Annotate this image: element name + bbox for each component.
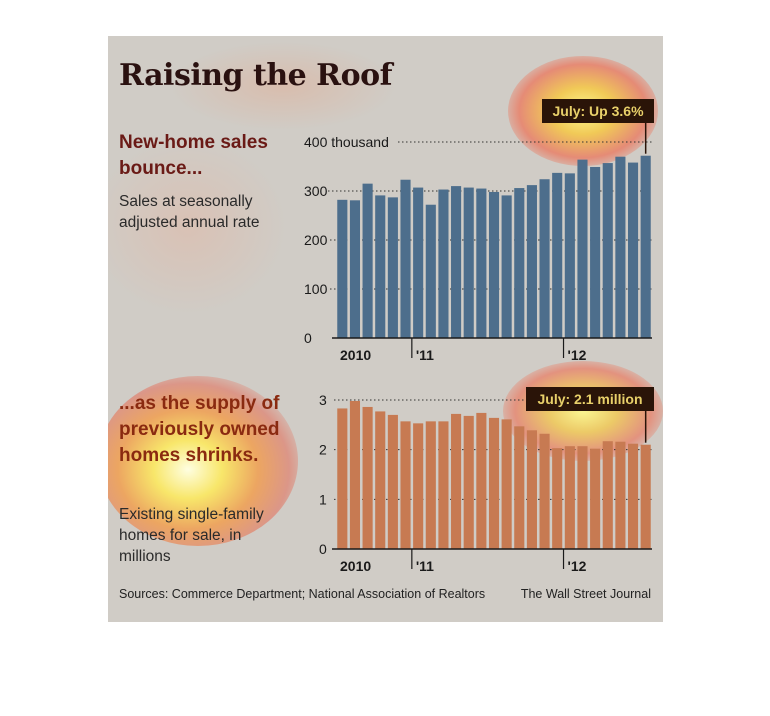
supply-bar [539, 433, 550, 549]
supply-bar [451, 413, 462, 549]
sales-bar [476, 188, 487, 338]
supply-bar [438, 421, 449, 549]
supply-ytick-label: 1 [319, 491, 327, 507]
supply-bar [501, 419, 512, 549]
publisher-credit: The Wall Street Journal [520, 587, 651, 601]
sales-bar [526, 185, 537, 338]
homes-for-sale-chart: 0 1 2 3 2010 '11 '12 July: 2.1 million [319, 387, 654, 574]
supply-bar [514, 426, 525, 549]
supply-bar [375, 411, 386, 549]
supply-ytick-label: 2 [319, 442, 327, 458]
sales-bar [640, 155, 651, 338]
sales-ytick-label: 200 [304, 232, 328, 248]
sales-bar [425, 204, 436, 338]
supply-bar [602, 441, 613, 549]
supply-bar [526, 430, 537, 549]
supply-bar [476, 412, 487, 549]
sales-bar [514, 188, 525, 338]
sales-callout-text: July: Up 3.6% [552, 103, 644, 119]
sales-bar [552, 172, 563, 338]
bottom-chart-heading: ...as the supply of previously owned hom… [119, 393, 280, 466]
supply-bar [349, 400, 361, 549]
source-note: Sources: Commerce Department; National A… [119, 587, 486, 601]
sales-bar [539, 179, 550, 338]
supply-bar [640, 444, 651, 549]
top-chart-subtitle: Sales at seasonally adjusted annual rate [119, 193, 260, 231]
supply-bar [425, 421, 436, 549]
sales-bar [615, 156, 626, 338]
sales-bar [602, 163, 613, 338]
supply-bar [337, 408, 348, 549]
supply-ytick-label: 0 [319, 541, 327, 557]
supply-bar [362, 406, 373, 549]
sales-xtick-label: '11 [416, 347, 434, 363]
new-home-sales-chart: 0 100 200 300 400 thousand 2010 '11 '12 July: Up… [304, 99, 654, 363]
page-title: Raising the Roof [119, 58, 393, 93]
sales-bar [413, 187, 424, 338]
supply-bar [488, 417, 500, 549]
supply-bar [577, 446, 588, 549]
supply-bar [413, 423, 424, 549]
sales-ytick-label: 0 [304, 330, 312, 346]
bottom-chart-subtitle: Existing single-family homes for sale, i… [119, 506, 264, 565]
sales-bar [627, 162, 639, 338]
supply-bar [463, 415, 474, 549]
supply-bar [615, 441, 626, 549]
sales-xtick-label: 2010 [340, 347, 371, 363]
supply-xtick-label: '11 [416, 558, 434, 574]
sales-ytick-label: 300 [304, 183, 328, 199]
sales-bar [463, 187, 474, 338]
sales-callout-box [542, 99, 654, 123]
sales-bar [400, 179, 411, 338]
sales-ytick-label: 100 [304, 281, 328, 297]
sales-bar [375, 195, 386, 338]
top-chart-heading: New-home sales bounce... [119, 132, 268, 179]
sales-bar [488, 191, 500, 338]
sales-bar [362, 183, 373, 338]
supply-bar [400, 421, 411, 549]
supply-callout-box [526, 387, 654, 411]
sales-bar [337, 199, 348, 338]
supply-bar [387, 414, 398, 549]
infographic-panel: Raising the Roof New-home sales bounce..… [108, 36, 663, 622]
supply-callout-text: July: 2.1 million [537, 391, 642, 407]
sales-bar [564, 173, 575, 338]
sales-bar [451, 186, 462, 338]
sales-ytick-label: 400 thousand [304, 134, 389, 150]
supply-bar [590, 448, 601, 549]
sales-bar [387, 197, 398, 338]
sales-bar [577, 159, 588, 338]
supply-bar [627, 443, 639, 549]
sales-bar [590, 166, 601, 338]
supply-bar [564, 446, 575, 549]
supply-xtick-label: '12 [568, 558, 587, 574]
supply-xtick-label: 2010 [340, 558, 371, 574]
sales-bar [501, 195, 512, 338]
sales-xtick-label: '12 [568, 347, 587, 363]
sales-bar [438, 189, 449, 338]
supply-ytick-label: 3 [319, 392, 327, 408]
supply-bar [552, 448, 563, 549]
sales-bar [349, 200, 361, 338]
